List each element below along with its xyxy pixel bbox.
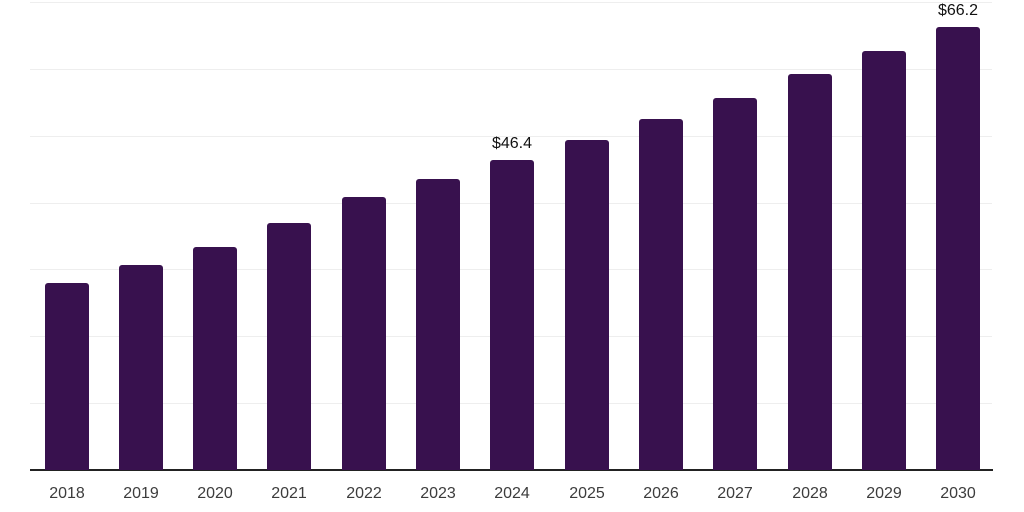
x-axis-tick-2028: 2028 bbox=[792, 485, 828, 502]
bar-2020 bbox=[193, 247, 237, 470]
x-axis-tick-2029: 2029 bbox=[866, 485, 902, 502]
bar-2024 bbox=[490, 160, 534, 470]
x-axis-tick-2024: 2024 bbox=[494, 485, 530, 502]
bar-value-label-2024: $46.4 bbox=[491, 135, 533, 152]
bar-2022 bbox=[342, 197, 386, 470]
bar-2028 bbox=[788, 74, 832, 470]
bar-2030 bbox=[936, 27, 980, 470]
x-axis-tick-2027: 2027 bbox=[717, 485, 753, 502]
x-axis-tick-2022: 2022 bbox=[346, 485, 382, 502]
gridline-50 bbox=[30, 136, 992, 137]
bar-2021 bbox=[267, 223, 311, 470]
x-axis-tick-2023: 2023 bbox=[420, 485, 456, 502]
bar-2023 bbox=[416, 179, 460, 470]
bar-2018 bbox=[45, 283, 89, 470]
bar-2026 bbox=[639, 119, 683, 470]
bar-2025 bbox=[565, 140, 609, 470]
x-axis-tick-2026: 2026 bbox=[643, 485, 679, 502]
x-axis-tick-2030: 2030 bbox=[940, 485, 976, 502]
x-axis-line bbox=[30, 469, 993, 471]
x-axis-tick-2025: 2025 bbox=[569, 485, 605, 502]
bar-2019 bbox=[119, 265, 163, 470]
bar-2029 bbox=[862, 51, 906, 470]
gridline-70 bbox=[30, 2, 992, 3]
x-axis-tick-2019: 2019 bbox=[123, 485, 159, 502]
bar-2027 bbox=[713, 98, 757, 470]
x-axis-tick-2020: 2020 bbox=[197, 485, 233, 502]
x-axis-tick-2018: 2018 bbox=[49, 485, 85, 502]
x-axis-tick-2021: 2021 bbox=[271, 485, 307, 502]
gridline-60 bbox=[30, 69, 992, 70]
bar-value-label-2030: $66.2 bbox=[937, 2, 979, 19]
